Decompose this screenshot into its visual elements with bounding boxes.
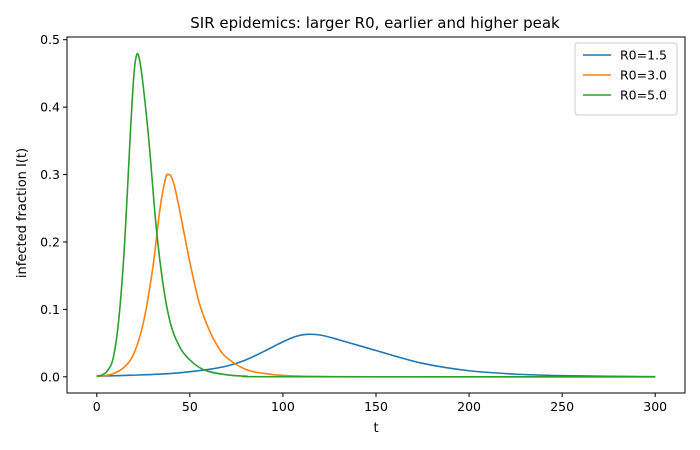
legend-label: R0=1.5 — [620, 48, 667, 63]
series-layer — [96, 52, 656, 378]
y-axis: 0.0 0.1 0.2 0.3 0.4 0.5 — [40, 32, 67, 384]
x-tick-label: 200 — [457, 399, 481, 414]
x-tick-label: 250 — [550, 399, 574, 414]
series-line-1 — [96, 333, 656, 378]
x-tick-label: 150 — [364, 399, 388, 414]
x-axis: 0 50 100 150 200 250 300 — [93, 393, 667, 414]
x-axis-label: t — [373, 421, 378, 436]
plot-area — [66, 36, 686, 394]
series-line-2 — [96, 173, 656, 378]
x-tick-label: 50 — [182, 399, 198, 414]
series-line-3 — [96, 52, 656, 378]
x-tick-label: 0 — [93, 399, 101, 414]
x-tick-label: 300 — [643, 399, 667, 414]
y-tick-label: 0.5 — [40, 32, 60, 47]
y-tick-label: 0.2 — [40, 234, 60, 249]
legend: R0=1.5 R0=3.0 R0=5.0 — [574, 42, 678, 116]
y-tick-label: 0.0 — [40, 369, 60, 384]
legend-label: R0=3.0 — [620, 68, 667, 83]
y-tick-label: 0.1 — [40, 302, 60, 317]
y-tick-label: 0.3 — [40, 167, 60, 182]
legend-label: R0=5.0 — [620, 88, 667, 103]
legend-box — [574, 42, 678, 116]
y-tick-label: 0.4 — [40, 100, 60, 115]
x-tick-label: 100 — [271, 399, 295, 414]
y-axis-label: infected fraction I(t) — [15, 148, 30, 278]
chart-title: SIR epidemics: larger R0, earlier and hi… — [190, 14, 560, 32]
